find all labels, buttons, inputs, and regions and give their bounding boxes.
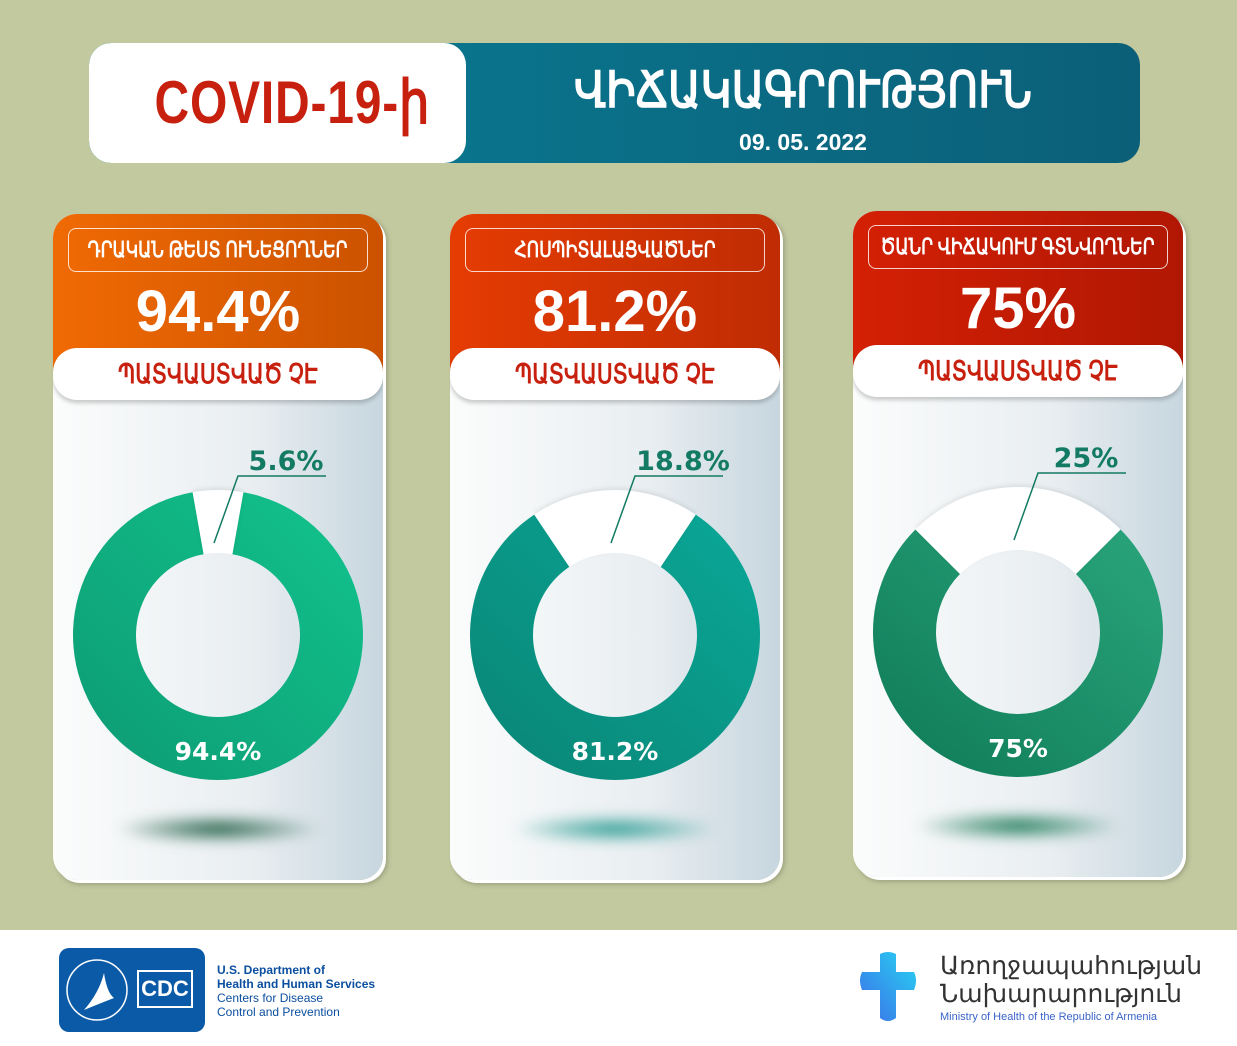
title-left-box: COVID-19-ի <box>89 43 466 163</box>
other-percent-label: 5.6% <box>249 446 324 477</box>
card-header: ՀՈՍՊԻՏԱԼԱՑՎԱԾՆԵՐ 81.2% <box>450 214 780 374</box>
card-label: ԾԱՆՐ ՎԻՃԱԿՈՒՄ ԳՏՆՎՈՂՆԵՐ <box>868 225 1168 269</box>
moh-english: Ministry of Health of the Republic of Ar… <box>940 1011 1158 1023</box>
other-percent-label: 25% <box>1054 443 1119 474</box>
hhs-text: U.S. Department of Health and Human Serv… <box>217 963 375 1019</box>
leader-line <box>213 475 326 544</box>
leader-line <box>1013 472 1126 541</box>
unvaccinated-percent-label: 81.2% <box>572 737 659 766</box>
pill-text: ՊԱՏՎԱՍՏՎԱԾ ՉԷ <box>515 358 715 389</box>
donut-slice-unvaccinated <box>470 514 760 780</box>
card-label-text: ՀՈՍՊԻՏԱԼԱՑՎԱԾՆԵՐ <box>514 237 716 262</box>
leader-line <box>610 475 723 544</box>
footer: CDC U.S. Department of Health and Human … <box>0 930 1237 1046</box>
card-big-value: 75% <box>959 276 1077 341</box>
card-header: ԾԱՆՐ ՎԻՃԱԿՈՒՄ ԳՏՆՎՈՂՆԵՐ 75% <box>853 211 1183 371</box>
card-label: ՀՈՍՊԻՏԱԼԱՑՎԱԾՆԵՐ <box>465 228 765 272</box>
cdc-logo: CDC <box>59 948 205 1032</box>
card-label-text: ԾԱՆՐ ՎԻՃԱԿՈՒՄ ԳՏՆՎՈՂՆԵՐ <box>881 234 1155 259</box>
stat-card: ԴՐԱԿԱՆ ԹԵՍՏ ՈՒՆԵՑՈՂՆԵՐ 94.4% ՊԱՏՎԱՍՏՎԱԾ … <box>53 214 383 880</box>
donut-shadow <box>510 814 720 844</box>
hhs-line: U.S. Department of <box>217 963 326 977</box>
moh-line: Նախարարություն <box>940 980 1182 1008</box>
card-big-value: 94.4% <box>135 279 301 344</box>
card-label: ԴՐԱԿԱՆ ԹԵՍՏ ՈՒՆԵՑՈՂՆԵՐ <box>68 228 368 272</box>
donut-slice-unvaccinated <box>873 529 1163 777</box>
stat-card: ՀՈՍՊԻՏԱԼԱՑՎԱԾՆԵՐ 81.2% ՊԱՏՎԱՍՏՎԱԾ ՉԷ 18.… <box>450 214 780 880</box>
donut-slice-other <box>192 490 244 555</box>
hhs-eagle-icon <box>66 959 128 1021</box>
pill-text: ՊԱՏՎԱՍՏՎԱԾ ՉԷ <box>118 358 318 389</box>
cdc-text: CDC <box>137 970 193 1008</box>
unvaccinated-percent-label: 94.4% <box>175 737 262 766</box>
pill-text: ՊԱՏՎԱՍՏՎԱԾ ՉԷ <box>918 355 1118 386</box>
donut-slice-other <box>534 490 696 567</box>
card-label-text: ԴՐԱԿԱՆ ԹԵՍՏ ՈՒՆԵՑՈՂՆԵՐ <box>88 237 348 262</box>
card-pill: ՊԱՏՎԱՍՏՎԱԾ ՉԷ <box>450 348 780 400</box>
moh-line: Առողջապահության <box>940 952 1203 980</box>
unvaccinated-percent-label: 75% <box>988 734 1048 763</box>
header-banner: COVID-19-ի ՎԻՃԱԿԱԳՐՈՒԹՅՈՒՆ 09. 05. 2022 <box>89 43 1140 163</box>
other-percent-label: 18.8% <box>636 446 730 477</box>
donut-shadow <box>913 811 1123 841</box>
donut-chart: 18.8% 81.2% <box>470 446 760 780</box>
title-left: COVID-19-ի <box>154 69 431 136</box>
moh-cross-icon <box>860 952 916 1021</box>
hhs-line: Health and Human Services <box>217 977 376 991</box>
card-pill: ՊԱՏՎԱՍՏՎԱԾ ՉԷ <box>53 348 383 400</box>
donut-slice-unvaccinated <box>73 492 363 780</box>
donut-shadow <box>113 814 323 844</box>
title-right: ՎԻՃԱԿԱԳՐՈՒԹՅՈՒՆ <box>573 62 1033 118</box>
card-header: ԴՐԱԿԱՆ ԹԵՍՏ ՈՒՆԵՑՈՂՆԵՐ 94.4% <box>53 214 383 374</box>
stat-card: ԾԱՆՐ ՎԻՃԱԿՈՒՄ ԳՏՆՎՈՂՆԵՐ 75% ՊԱՏՎԱՍՏՎԱԾ Չ… <box>853 211 1183 877</box>
hhs-line: Centers for Disease <box>217 991 324 1005</box>
report-date: 09. 05. 2022 <box>739 129 867 155</box>
card-big-value: 81.2% <box>532 279 698 344</box>
hhs-line: Control and Prevention <box>217 1005 340 1019</box>
moh-text: Առողջապահության Նախարարություն Ministry … <box>940 952 1202 1026</box>
donut-chart: 5.6% 94.4% <box>73 446 363 780</box>
donut-chart: 25% 75% <box>873 443 1163 777</box>
card-pill: ՊԱՏՎԱՍՏՎԱԾ ՉԷ <box>853 345 1183 397</box>
